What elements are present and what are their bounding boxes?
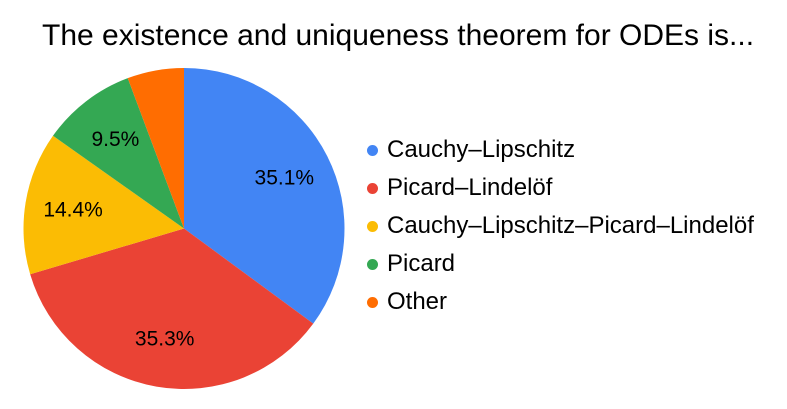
legend-swatch-icon bbox=[367, 296, 378, 308]
legend-swatch-icon bbox=[367, 182, 378, 194]
legend-item: Picard bbox=[367, 245, 754, 283]
pie-slice-label: 9.5% bbox=[91, 128, 139, 151]
legend-item: Picard–Lindelöf bbox=[367, 169, 754, 207]
legend-item-label: Picard–Lindelöf bbox=[387, 174, 553, 201]
pie-slice-1 bbox=[184, 68, 345, 324]
legend-item: Other bbox=[367, 283, 754, 321]
legend: Cauchy–Lipschitz Picard–Lindelöf Cauchy–Li… bbox=[367, 131, 754, 321]
pie-slice-2 bbox=[30, 228, 314, 389]
legend-item-label: Cauchy–Lipschitz bbox=[387, 136, 576, 163]
legend-item-label: Other bbox=[387, 288, 448, 315]
legend-item-label: Cauchy–Lipschitz–Picard–Lindelöf bbox=[387, 212, 754, 239]
legend-swatch-icon bbox=[367, 220, 378, 232]
pie-slice-label: 35.3% bbox=[135, 328, 195, 351]
legend-item: Cauchy–Lipschitz–Picard–Lindelöf bbox=[367, 207, 754, 245]
pie-slice-label: 35.1% bbox=[255, 166, 315, 189]
pie-slice-3 bbox=[23, 135, 184, 275]
legend-swatch-icon bbox=[367, 258, 378, 270]
chart-title: The existence and uniqueness theorem for… bbox=[42, 19, 755, 52]
pie-slice-5 bbox=[127, 68, 184, 229]
legend-item: Cauchy–Lipschitz bbox=[367, 131, 754, 169]
pie-slice-label: 14.4% bbox=[43, 199, 103, 222]
pie-slice-4 bbox=[52, 78, 185, 229]
legend-item-label: Picard bbox=[387, 250, 456, 277]
legend-swatch-icon bbox=[367, 144, 378, 156]
